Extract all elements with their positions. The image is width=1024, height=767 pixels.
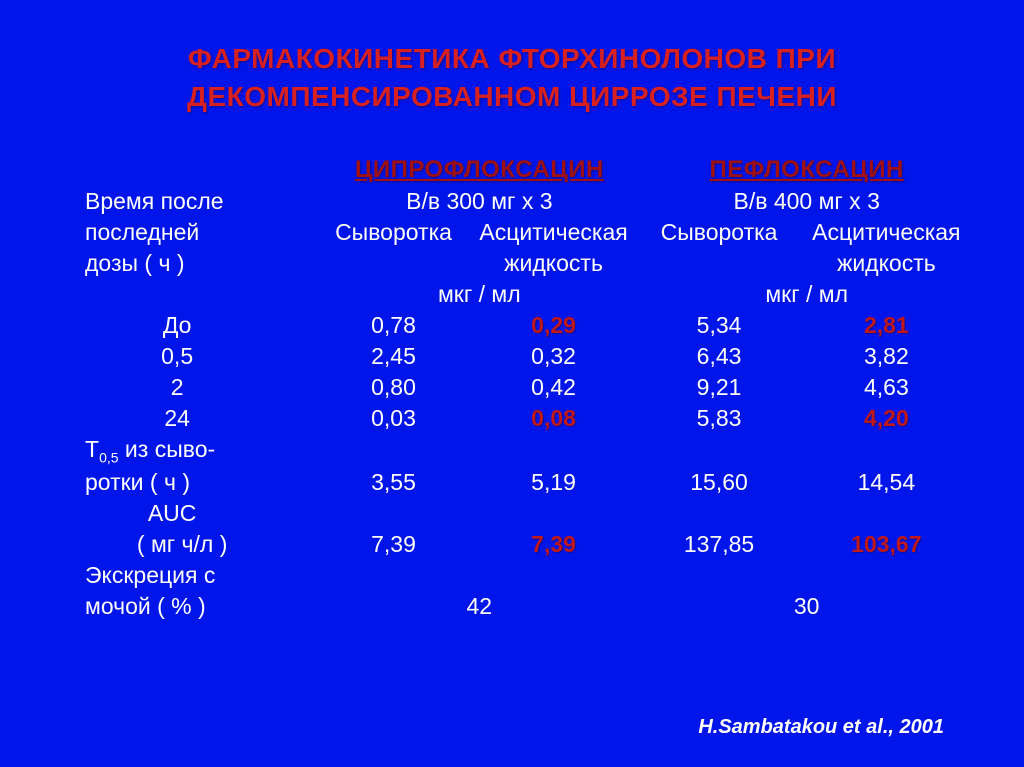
cell: 15,60	[639, 467, 798, 498]
cell: 103,67	[799, 529, 974, 560]
cell: 0,08	[468, 403, 640, 434]
cell: 2,81	[799, 310, 974, 341]
auc-label-line2: ( мг ч/л )	[50, 529, 319, 560]
excretion-row-1: Экскреция с	[50, 560, 974, 591]
cell: 0,42	[468, 372, 640, 403]
auc-label-line1: AUC	[50, 498, 319, 529]
pharmacokinetics-table: ЦИПРОФЛОКСАЦИН ПЕФЛОКСАЦИН Время после В…	[50, 154, 974, 623]
auc-row-1: AUC	[50, 498, 974, 529]
unit-peflo: мкг / мл	[639, 279, 974, 310]
t05: Т	[85, 436, 99, 462]
cell: 7,39	[468, 529, 640, 560]
excretion-peflo: 30	[639, 591, 974, 622]
dose-row: Время после В/в 300 мг х 3 В/в 400 мг х …	[50, 186, 974, 217]
cell: 7,39	[319, 529, 467, 560]
cell: 0,32	[468, 341, 640, 372]
sample-type-row-2: дозы ( ч ) жидкость жидкость	[50, 248, 974, 279]
ascitic-header-cipro-l2: жидкость	[468, 248, 640, 279]
cell: 3,55	[319, 467, 467, 498]
rowlabel-line3: дозы ( ч )	[50, 248, 319, 279]
excretion-label-line1: Экскреция с	[50, 560, 319, 591]
table-row: 0,5 2,45 0,32 6,43 3,82	[50, 341, 974, 372]
cell: 0,29	[468, 310, 640, 341]
title-line-2: ДЕКОМПЕНСИРОВАННОМ ЦИРРОЗЕ ПЕЧЕНИ	[187, 81, 837, 112]
time-label: До	[50, 310, 319, 341]
ascitic-header-peflo-l1: Асцитическая	[799, 217, 974, 248]
t05-label-line1: Т0,5 из сыво-	[50, 434, 319, 468]
cell: 5,34	[639, 310, 798, 341]
table-row: До 0,78 0,29 5,34 2,81	[50, 310, 974, 341]
t05-sub: 0,5	[99, 449, 118, 465]
citation: H.Sambatakou et al., 2001	[698, 716, 944, 739]
time-label: 24	[50, 403, 319, 434]
cell: 137,85	[639, 529, 798, 560]
rowlabel-line2: последней	[50, 217, 319, 248]
table-row: 24 0,03 0,08 5,83 4,20	[50, 403, 974, 434]
unit-cipro: мкг / мл	[319, 279, 639, 310]
drug-name-row: ЦИПРОФЛОКСАЦИН ПЕФЛОКСАЦИН	[50, 154, 974, 186]
slide-title: ФАРМАКОКИНЕТИКА ФТОРХИНОЛОНОВ ПРИ ДЕКОМП…	[50, 40, 974, 116]
rowlabel-line1: Время после	[50, 186, 319, 217]
unit-row: мкг / мл мкг / мл	[50, 279, 974, 310]
cell: 0,03	[319, 403, 467, 434]
cell: 0,80	[319, 372, 467, 403]
slide: ФАРМАКОКИНЕТИКА ФТОРХИНОЛОНОВ ПРИ ДЕКОМП…	[0, 0, 1024, 767]
title-line-1: ФАРМАКОКИНЕТИКА ФТОРХИНОЛОНОВ ПРИ	[188, 43, 836, 74]
time-label: 0,5	[50, 341, 319, 372]
t05-label-line2: ротки ( ч )	[50, 467, 319, 498]
cell: 6,43	[639, 341, 798, 372]
cell: 5,19	[468, 467, 640, 498]
t05-suffix: из сыво-	[119, 436, 216, 462]
drug-name-pefloxacin: ПЕФЛОКСАЦИН	[639, 154, 974, 186]
cell: 14,54	[799, 467, 974, 498]
serum-header-peflo: Сыворотка	[639, 217, 798, 248]
cell: 4,20	[799, 403, 974, 434]
excretion-row-2: мочой ( % ) 42 30	[50, 591, 974, 622]
cell: 9,21	[639, 372, 798, 403]
cell: 4,63	[799, 372, 974, 403]
dose-pefloxacin: В/в 400 мг х 3	[639, 186, 974, 217]
serum-header-cipro: Сыворотка	[319, 217, 467, 248]
drug-name-ciprofloxacin: ЦИПРОФЛОКСАЦИН	[319, 154, 639, 186]
cell: 3,82	[799, 341, 974, 372]
cell: 5,83	[639, 403, 798, 434]
ascitic-header-cipro-l1: Асцитическая	[468, 217, 640, 248]
time-label: 2	[50, 372, 319, 403]
table-row: 2 0,80 0,42 9,21 4,63	[50, 372, 974, 403]
auc-row-2: ( мг ч/л ) 7,39 7,39 137,85 103,67	[50, 529, 974, 560]
cell: 2,45	[319, 341, 467, 372]
dose-ciprofloxacin: В/в 300 мг х 3	[319, 186, 639, 217]
sample-type-row-1: последней Сыворотка Асцитическая Сыворот…	[50, 217, 974, 248]
ascitic-header-peflo-l2: жидкость	[799, 248, 974, 279]
cell: 0,78	[319, 310, 467, 341]
t05-row-1: Т0,5 из сыво-	[50, 434, 974, 468]
excretion-label-line2: мочой ( % )	[50, 591, 319, 622]
excretion-cipro: 42	[319, 591, 639, 622]
t05-row-2: ротки ( ч ) 3,55 5,19 15,60 14,54	[50, 467, 974, 498]
